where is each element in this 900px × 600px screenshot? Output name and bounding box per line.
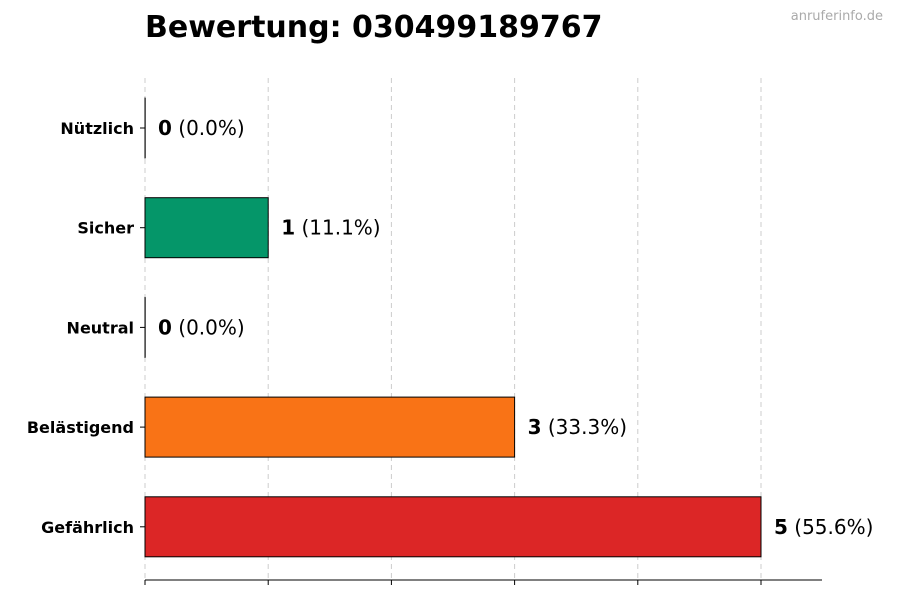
chart-title: Bewertung: 030499189767 bbox=[145, 10, 603, 45]
value-count: 1 bbox=[281, 216, 295, 240]
watermark: anruferinfo.de bbox=[790, 9, 883, 24]
value-label: 5 (55.6%) bbox=[774, 515, 873, 539]
value-percent: (0.0%) bbox=[172, 116, 245, 140]
value-percent: (33.3%) bbox=[542, 415, 628, 439]
labels: Nützlich 0 (0.0%) Sicher 1 (11.1%) Neutral 0 … bbox=[27, 116, 874, 539]
category-label: Sicher bbox=[77, 219, 134, 238]
value-percent: (0.0%) bbox=[172, 315, 245, 339]
value-label: 1 (11.1%) bbox=[281, 216, 380, 240]
category-label: Gefährlich bbox=[41, 518, 134, 537]
value-count: 0 bbox=[158, 315, 172, 339]
value-count: 0 bbox=[158, 116, 172, 140]
axes bbox=[140, 127, 822, 585]
value-label: 0 (0.0%) bbox=[158, 315, 245, 339]
value-label: 0 (0.0%) bbox=[158, 116, 245, 140]
value-label: 3 (33.3%) bbox=[528, 415, 627, 439]
category-label: Nützlich bbox=[60, 119, 134, 138]
value-count: 3 bbox=[528, 415, 542, 439]
bar-belästigend bbox=[144, 396, 516, 458]
category-label: Neutral bbox=[67, 318, 134, 337]
bars bbox=[144, 97, 762, 558]
value-percent: (55.6%) bbox=[788, 515, 874, 539]
category-label: Belästigend bbox=[27, 418, 134, 437]
value-count: 5 bbox=[774, 515, 788, 539]
value-percent: (11.1%) bbox=[295, 216, 381, 240]
bar-gefährlich bbox=[144, 496, 762, 558]
bar-sicher bbox=[144, 197, 269, 259]
